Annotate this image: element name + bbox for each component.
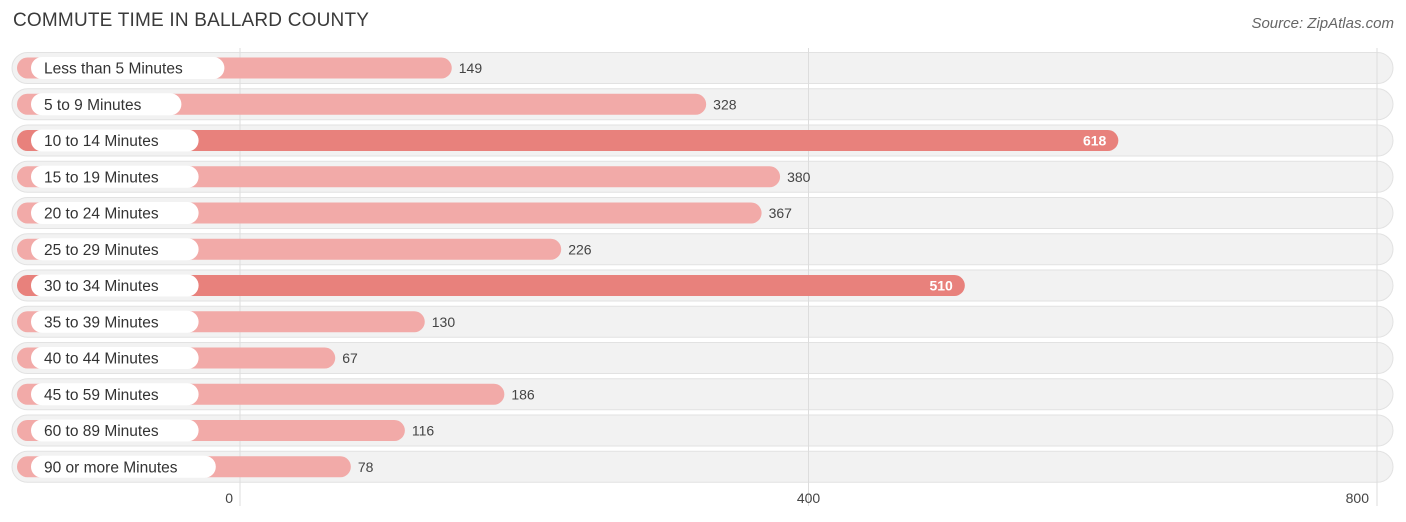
category-label-pill bbox=[31, 57, 225, 79]
row-background bbox=[11, 450, 1394, 483]
category-label: 10 to 14 Minutes bbox=[44, 133, 159, 150]
value-label: 130 bbox=[432, 314, 456, 330]
category-label: 25 to 29 Minutes bbox=[44, 242, 159, 259]
value-label: 380 bbox=[787, 169, 811, 185]
category-label: 60 to 89 Minutes bbox=[44, 423, 159, 440]
category-label: 5 to 9 Minutes bbox=[44, 97, 142, 114]
category-label-pill bbox=[31, 310, 199, 333]
category-label: Less than 5 Minutes bbox=[44, 61, 183, 78]
value-label: 618 bbox=[1083, 133, 1107, 149]
axis-tick-label: 400 bbox=[797, 490, 821, 506]
category-label-pill bbox=[31, 274, 199, 297]
category-label: 30 to 34 Minutes bbox=[44, 278, 159, 295]
category-label-pill bbox=[31, 129, 199, 152]
category-label-pill bbox=[31, 93, 182, 116]
value-label: 78 bbox=[358, 459, 374, 475]
category-label: 40 to 44 Minutes bbox=[44, 351, 159, 368]
value-label: 328 bbox=[713, 96, 737, 112]
row-background bbox=[11, 342, 1394, 374]
category-label-pill bbox=[31, 455, 216, 478]
category-label: 90 or more Minutes bbox=[44, 459, 178, 476]
axis-tick-label: 800 bbox=[1346, 490, 1370, 506]
value-label: 367 bbox=[769, 205, 793, 221]
value-label: 116 bbox=[412, 423, 435, 439]
category-label: 35 to 39 Minutes bbox=[44, 314, 159, 331]
value-label: 510 bbox=[929, 278, 953, 294]
category-label-pill bbox=[31, 202, 199, 224]
source-note: Source: ZipAtlas.com bbox=[1251, 15, 1394, 32]
axis-tick-label: 0 bbox=[225, 490, 233, 506]
bar bbox=[17, 93, 707, 115]
bar bbox=[17, 130, 1119, 151]
bar bbox=[17, 166, 781, 188]
chart-title: COMMUTE TIME IN BALLARD COUNTY bbox=[13, 10, 370, 31]
value-label: 67 bbox=[342, 350, 358, 366]
category-label-pill bbox=[31, 238, 199, 261]
category-label-pill bbox=[31, 383, 199, 406]
value-label: 226 bbox=[568, 241, 592, 257]
category-label: 20 to 24 Minutes bbox=[44, 206, 159, 223]
value-label: 186 bbox=[511, 386, 535, 402]
category-label-pill bbox=[31, 347, 199, 369]
bar bbox=[17, 202, 762, 224]
category-label: 45 to 59 Minutes bbox=[44, 387, 159, 404]
category-label-pill bbox=[31, 419, 199, 442]
category-label: 15 to 19 Minutes bbox=[44, 169, 159, 186]
bar bbox=[17, 275, 965, 296]
category-label-pill bbox=[31, 165, 199, 188]
value-label: 149 bbox=[459, 60, 483, 76]
